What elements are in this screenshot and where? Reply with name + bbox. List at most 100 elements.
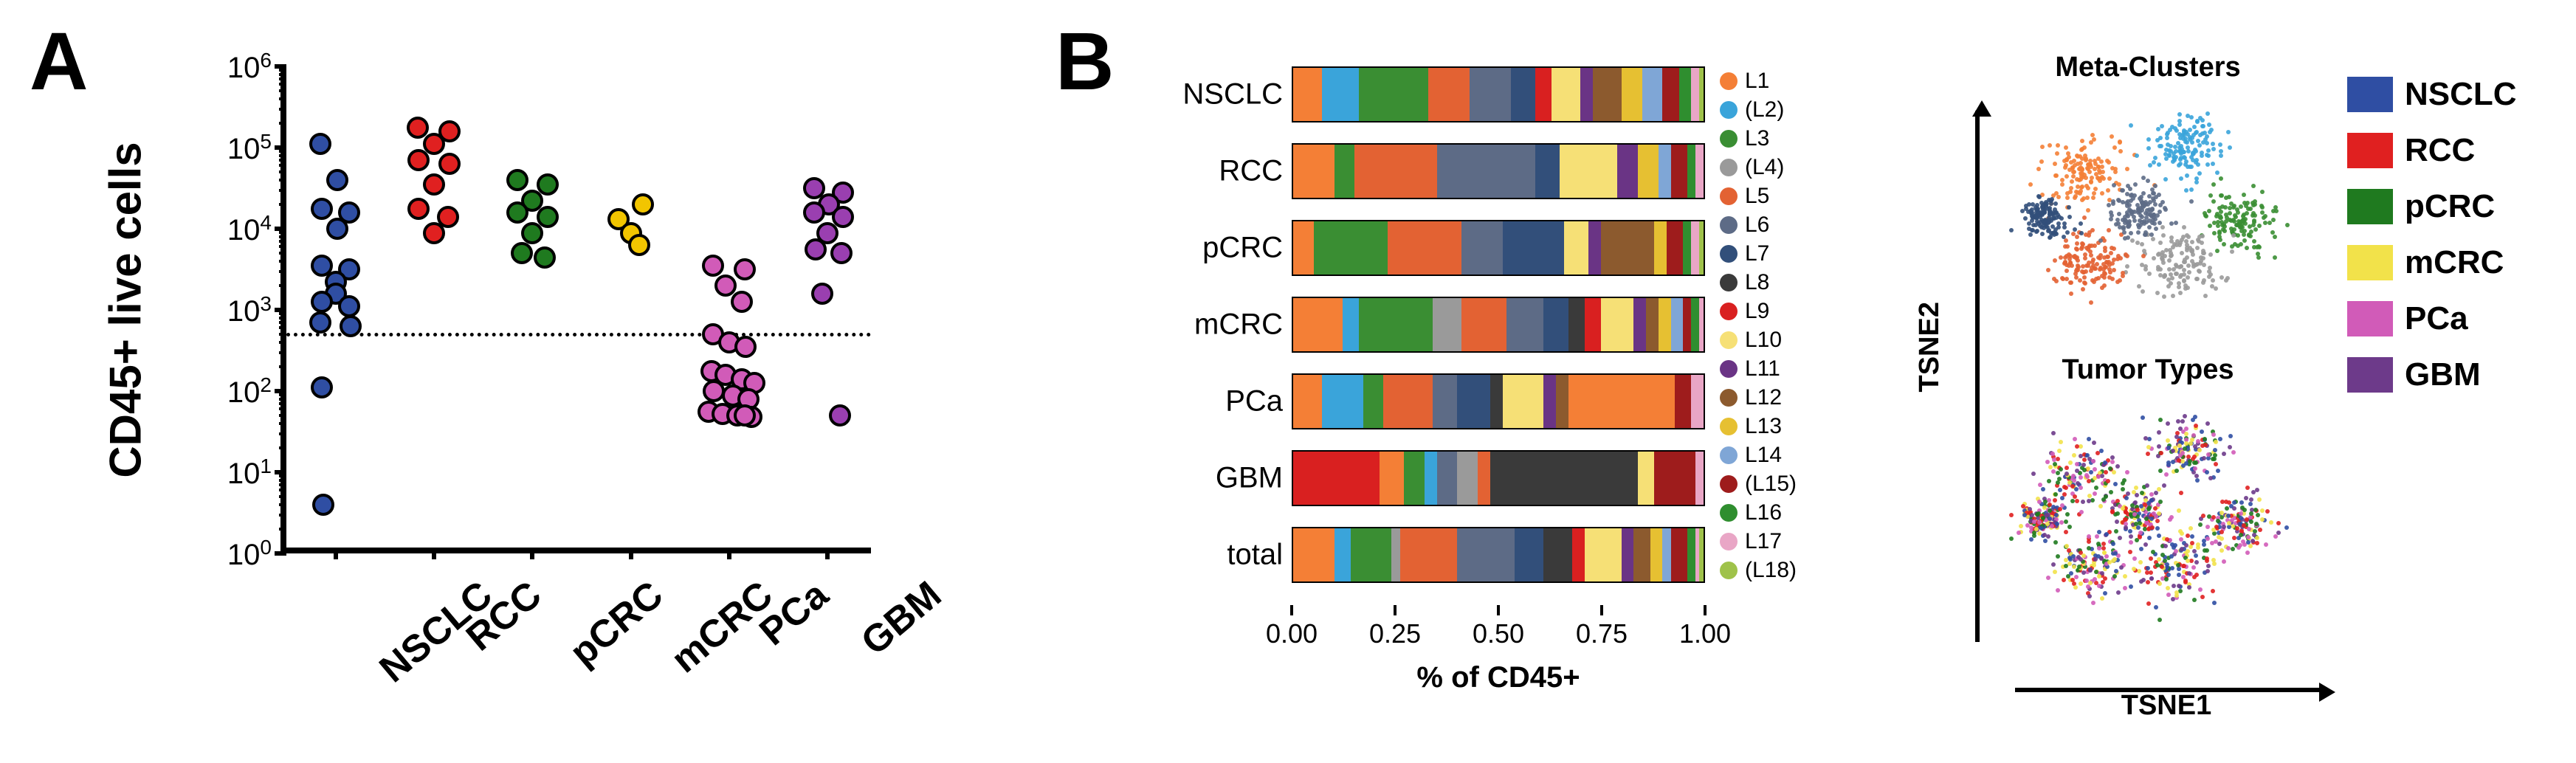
tsne-dot [2180,531,2184,536]
tsne-dot [2113,551,2118,556]
tsne-dot [2035,207,2039,212]
tsne-dot [2202,456,2206,460]
tsne-xlabel: TSNE1 [2000,690,2332,722]
tsne-dot [2159,451,2163,455]
tsne-dot [2211,432,2216,437]
tsne-dot [2158,203,2163,207]
tsne-dot [2088,568,2093,573]
tsne-dot [2056,480,2060,485]
tsne-dot [2194,560,2199,565]
stacked-bar-segment [1404,452,1425,505]
tsne-dot [2124,201,2129,205]
stacked-bar-segment [1552,68,1580,121]
stacked-bar-segment [1662,68,1678,121]
tsne-dot [2112,574,2117,579]
stacked-bar-segment [1687,145,1695,198]
tsne-dot [2194,149,2198,153]
tsne-dot [2155,519,2160,523]
tsne-dot [2023,216,2028,221]
tsne-dot [2249,511,2253,516]
panel-b-legend-item: L1 [1720,66,1797,95]
tsne-legend-item: RCC [2347,122,2554,179]
tsne-dot [2112,183,2116,187]
legend-swatch-icon [2347,189,2393,224]
tsne-dot [2211,147,2216,151]
tsne-dot [2207,209,2211,213]
tsne-dot [2089,253,2093,258]
tsne-dot [2051,431,2056,435]
stacked-bar-segment [1633,298,1646,351]
tsne-dot [2022,513,2027,517]
tsne-dot [2086,186,2090,190]
tsne-dot [2194,130,2199,134]
legend-label: PCa [2405,300,2468,337]
tsne-panel: TSNE2 Meta-Clusters Tumor Types TSNE1 [1949,52,2332,701]
tsne-dot [2102,238,2107,243]
legend-label: L9 [1745,299,1769,324]
legend-label: L13 [1745,414,1782,439]
stacked-bar-segment [1388,221,1461,275]
tsne-dot [2082,468,2087,472]
tsne-dot [2009,513,2014,517]
tsne-legend-item: NSCLC [2347,66,2554,122]
tsne-dot [2135,493,2139,497]
tsne-dot [2157,557,2161,562]
tsne-dot [2089,300,2093,305]
stacked-bar-row-label: pCRC [1202,232,1283,265]
tsne-title-bottom: Tumor Types [2000,354,2296,386]
tsne-dot [2158,500,2163,504]
tsne-dot [2166,421,2170,426]
stacked-bar-segment [1638,452,1654,505]
tsne-plot-bottom [2000,391,2296,642]
tsne-dot [2118,149,2123,153]
tsne-dot [2138,560,2143,565]
tsne-dot [2136,207,2141,212]
tsne-dot [2060,182,2064,187]
stacked-bar-segment [1580,68,1593,121]
tsne-dot [2062,578,2066,582]
tsne-dot [2148,163,2152,168]
tsne-dot [2065,512,2070,517]
stacked-bar-segment [1400,528,1458,581]
tsne-dot [2136,525,2141,530]
tsne-dot [2244,496,2248,500]
stacked-bar-row: GBM [1292,450,1705,506]
tsne-dot [2134,486,2138,490]
tsne-dot [2186,263,2191,268]
tsne-dot [2161,233,2166,238]
tsne-dot [2157,534,2161,538]
tsne-dot [2157,210,2162,214]
stacked-bar-segment [1391,528,1399,581]
tsne-dot [2197,448,2202,452]
legend-swatch-icon [1720,504,1738,522]
tsne-dot [2172,584,2176,588]
tsne-dot [2188,128,2192,132]
stacked-bar-segment [1503,375,1544,428]
panel-a-dot [309,311,331,334]
panel-b-legend-item: (L15) [1720,469,1797,498]
legend-swatch-icon [1720,331,1738,349]
stacked-bar-segment [1601,221,1654,275]
tsne-dot [2147,225,2152,229]
tsne-dot [2079,189,2083,193]
tsne-dot [2138,531,2143,535]
tsne-dot [2070,179,2074,184]
tsne-dot [2139,579,2143,584]
tsne-dot [2081,242,2085,246]
stacked-bar-segment [1543,298,1568,351]
tsne-dot [2158,136,2163,140]
stacked-bar-segment [1683,221,1691,275]
tsne-dot [2247,527,2251,531]
tsne-dot [2112,145,2117,150]
tsne-dot [2111,199,2115,204]
tsne-dot [2265,509,2270,514]
tsne-dot [2146,146,2151,151]
tsne-dot [2063,244,2067,249]
tsne-dot [2138,535,2142,539]
tsne-dot [2264,542,2268,547]
stacked-bar-segment [1654,452,1695,505]
panel-a-ytick: 103 [183,294,272,326]
tsne-dot [2200,595,2205,599]
tsne-dot [2110,455,2115,460]
panel-b-bars: NSCLCRCCpCRCmCRCPCaGBMtotal 0.000.250.50… [1166,66,1845,701]
